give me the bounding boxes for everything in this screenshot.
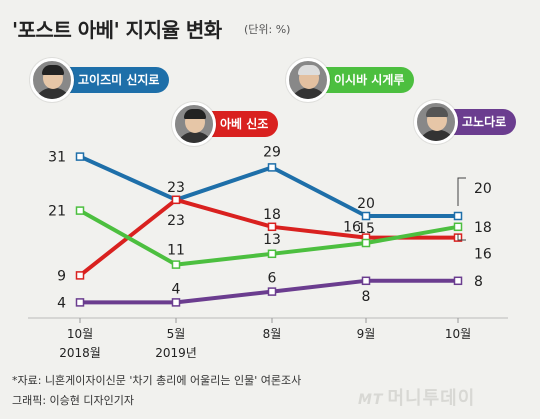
data-label: 4: [57, 295, 66, 311]
data-label: 23: [167, 180, 185, 196]
person-kono: 고노다로: [414, 100, 517, 144]
data-label: 8: [474, 274, 483, 290]
data-point: [171, 260, 181, 269]
graphic-credit: 그래픽: 이승현 디자인기자: [12, 394, 135, 407]
data-point: [171, 298, 181, 307]
data-point: [267, 287, 277, 296]
person-ishiba: 이시바 시게루: [286, 58, 415, 102]
data-label: 16: [343, 220, 361, 236]
leader-line: [457, 177, 466, 206]
data-point: [361, 276, 371, 286]
data-label: 4: [172, 281, 181, 297]
data-label: 11: [167, 243, 185, 259]
x-tick-label: 10월: [445, 327, 471, 341]
data-label: 20: [474, 181, 492, 197]
data-point: [171, 195, 181, 205]
data-point: [267, 163, 277, 172]
chart-title: '포스트 아베' 지지율 변화: [12, 18, 222, 42]
abe-label: 아베 신조: [204, 111, 279, 137]
data-label: 15: [357, 221, 375, 237]
data-label: 20: [357, 196, 375, 212]
data-label: 18: [474, 220, 492, 236]
data-point: [361, 211, 371, 221]
data-point: [453, 222, 463, 232]
abe-photo: [172, 102, 216, 146]
source-note: *자료: 니혼게이자이신문 '차기 총리에 어울리는 인물' 여론조사: [12, 374, 302, 387]
koizumi-photo: [30, 58, 74, 102]
data-point: [267, 222, 277, 232]
data-label: 16: [474, 247, 492, 263]
publisher-logo: MT 머니투데이: [358, 388, 476, 409]
data-label: 9: [57, 268, 66, 284]
data-point: [75, 206, 85, 215]
data-point: [75, 271, 85, 280]
data-point: [267, 249, 277, 259]
unit-label: (단위: %): [244, 23, 291, 36]
koizumi-label: 고이즈미 신지로: [62, 67, 170, 93]
data-point: [453, 211, 463, 221]
x-tick-label: 10월: [67, 327, 93, 341]
x-tick-label: 9월: [357, 327, 376, 341]
person-koizumi: 고이즈미 신지로: [30, 58, 170, 102]
data-label: 13: [263, 232, 281, 248]
x-tick-label: 2019년: [155, 346, 197, 360]
kono-photo: [414, 100, 458, 144]
ishiba-label: 이시바 시게루: [318, 67, 415, 93]
data-point: [75, 298, 85, 307]
x-tick-label: 8월: [263, 327, 282, 341]
data-label: 29: [263, 144, 281, 160]
data-label: 8: [362, 289, 371, 305]
data-label: 31: [48, 150, 66, 166]
x-tick-label: 5월: [167, 327, 186, 341]
data-point: [361, 238, 371, 248]
leader-line: [457, 234, 466, 241]
data-point: [453, 276, 463, 286]
ishiba-photo: [286, 58, 330, 102]
data-label: 21: [48, 204, 66, 220]
data-label: 6: [268, 271, 277, 287]
person-abe: 아베 신조: [172, 102, 279, 146]
data-label: 23: [167, 213, 185, 229]
data-label: 18: [263, 207, 281, 223]
x-tick-label: 2018월: [59, 346, 101, 360]
data-point: [75, 152, 85, 161]
